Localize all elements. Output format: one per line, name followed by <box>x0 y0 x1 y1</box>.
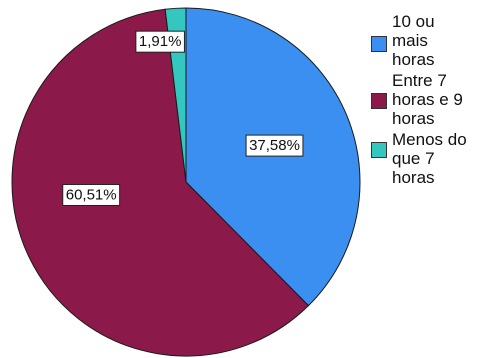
data-label-text: 60,51% <box>66 186 117 203</box>
legend-swatch-menos-do-que-7-horas <box>371 142 387 158</box>
legend-item-menos-do-que-7-horas: Menos do que 7 horas <box>368 130 484 187</box>
legend-label-entre-7-e-9-horas: Entre 7 horas e 9 horas <box>392 71 463 128</box>
data-label-box <box>135 30 185 53</box>
data-label-box <box>62 183 121 206</box>
legend-label-10-ou-mais-horas: 10 ou mais horas <box>392 12 435 69</box>
legend-label-menos-do-que-7-horas: Menos do que 7 horas <box>392 130 467 187</box>
legend-swatch-10-ou-mais-horas <box>371 36 387 52</box>
legend-item-10-ou-mais-horas: 10 ou mais horas <box>368 12 484 69</box>
data-label-text: 1,91% <box>139 33 182 50</box>
legend-swatch-entre-7-e-9-horas <box>371 93 387 109</box>
data-label-10-ou-mais-horas: 37,58% <box>245 134 304 157</box>
data-label-menos-do-que-7-horas: 1,91% <box>135 30 185 53</box>
pie-slice-10-ou-mais-horas <box>185 7 361 307</box>
legend: 10 ou mais horas Entre 7 horas e 9 horas… <box>368 12 484 189</box>
data-label-entre-7-horas-e-9-horas: 60,51% <box>62 183 121 206</box>
data-label-box <box>245 134 304 157</box>
legend-item-entre-7-e-9-horas: Entre 7 horas e 9 horas <box>368 71 484 128</box>
data-label-text: 37,58% <box>249 137 300 154</box>
pie-slice-entre-7-horas-e-9-horas <box>11 8 310 357</box>
